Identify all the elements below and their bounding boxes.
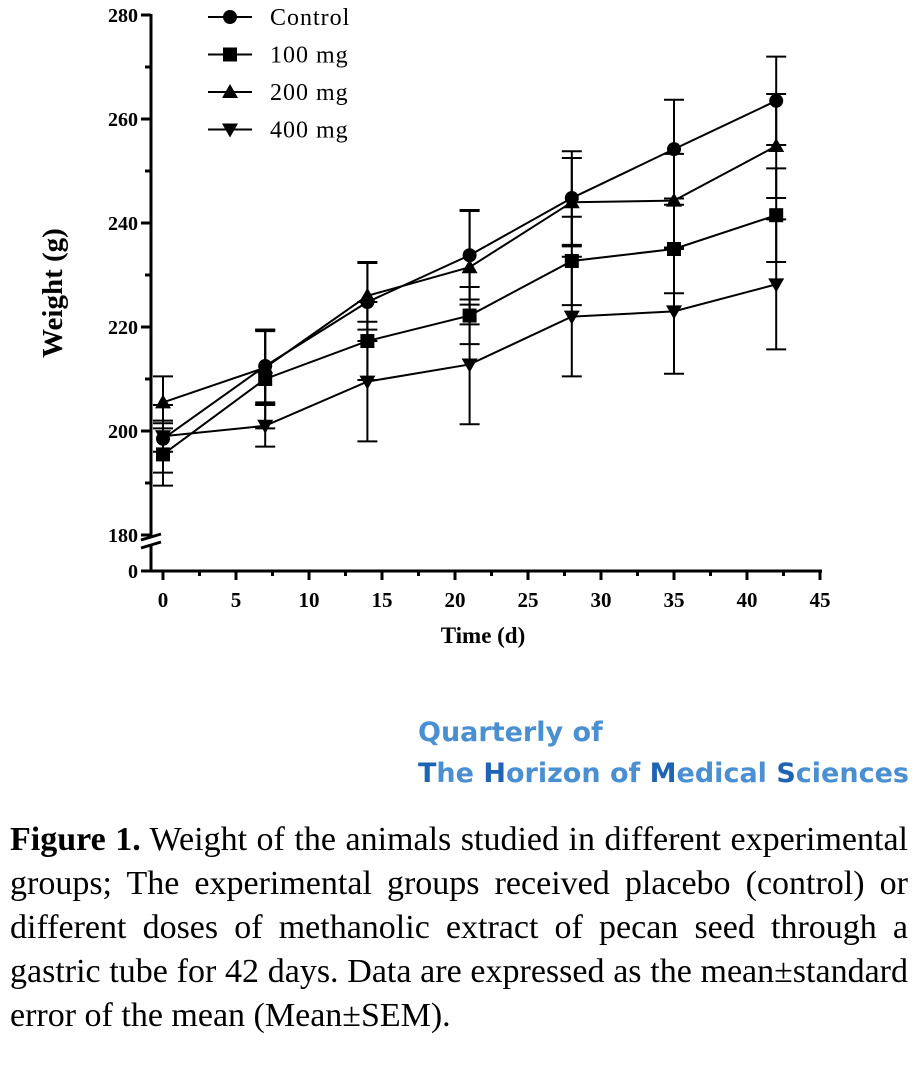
data-point — [667, 142, 681, 157]
y-axis-break-mark — [140, 532, 162, 542]
journal-word-part: S — [776, 758, 796, 789]
data-point — [257, 419, 274, 434]
journal-word-part: H — [483, 758, 506, 789]
legend-entry: 400 mg — [208, 118, 349, 144]
axes: 0 180 200 220 240 260 280 0 5 10 15 20 25 30 35 40 45 — [108, 5, 831, 612]
series-400-mg — [153, 218, 787, 453]
y-tick-label: 220 — [108, 317, 138, 339]
journal-word-part: M — [649, 758, 677, 789]
legend: Control 100 mg 200 mg 400 mg — [208, 5, 350, 144]
data-point — [155, 430, 171, 445]
y-tick-label: 260 — [108, 109, 138, 131]
data-point — [563, 310, 580, 325]
x-tick-label: 20 — [445, 588, 466, 612]
figure-label: Figure 1. — [10, 821, 141, 858]
y-tick-label: 200 — [108, 421, 138, 443]
legend-label: 400 mg — [270, 118, 349, 144]
legend-entry: 100 mg — [208, 43, 349, 69]
x-tick-label: 30 — [591, 588, 612, 612]
data-point — [461, 259, 478, 274]
y-tick-label: 280 — [108, 5, 138, 27]
y-tick-label: 0 — [128, 561, 138, 583]
data-point — [359, 287, 376, 302]
journal-logo-text: Quarterly of The Horizon of Medical Scie… — [418, 712, 909, 794]
y-tick-label: 180 — [108, 525, 138, 547]
legend-label: Control — [270, 5, 350, 31]
legend-label: 100 mg — [270, 43, 349, 69]
data-point — [155, 394, 171, 409]
journal-word-part: edical — [676, 758, 777, 789]
journal-line-1: Quarterly of — [418, 717, 603, 748]
series-200-mg — [153, 93, 787, 430]
caption-text: Weight of the animals studied in differe… — [10, 821, 908, 1034]
x-tick-label: 5 — [231, 588, 242, 612]
legend-entry: Control — [208, 5, 350, 31]
data-point — [257, 359, 274, 374]
data-point — [461, 358, 478, 373]
x-axis-label: Time (d) — [441, 623, 526, 648]
x-tick-label: 25 — [518, 588, 539, 612]
journal-word-part: ciences — [795, 758, 909, 789]
y-axis-label: Weight (g) — [37, 228, 69, 358]
weight-chart: 0 180 200 220 240 260 280 0 5 10 15 20 25 30 35 40 45 Co… — [37, 5, 831, 648]
data-point — [359, 375, 376, 390]
data-point — [666, 305, 682, 320]
legend-label: 200 mg — [270, 80, 349, 106]
data-point — [768, 278, 785, 293]
series-layer — [153, 55, 787, 487]
data-point — [563, 194, 580, 209]
x-tick-label: 40 — [737, 588, 758, 612]
data-point — [768, 138, 785, 153]
y-axis-break-mark — [140, 540, 162, 550]
y-tick-label: 240 — [108, 213, 138, 235]
x-tick-label: 45 — [810, 588, 831, 612]
journal-line-2: The Horizon of Medical Sciences — [418, 753, 909, 794]
journal-word-part: T — [418, 758, 437, 789]
legend-entry: 200 mg — [208, 80, 349, 106]
data-point — [666, 192, 682, 207]
journal-word-part: he — [436, 758, 484, 789]
journal-word-part: orizon of — [505, 758, 650, 789]
legend-marker — [223, 10, 237, 24]
x-tick-label: 35 — [664, 588, 685, 612]
legend-marker — [222, 123, 238, 138]
legend-marker — [223, 47, 237, 62]
figure-caption: Figure 1. Weight of the animals studied … — [10, 818, 908, 1038]
x-tick-label: 15 — [372, 588, 393, 612]
x-tick-label: 0 — [158, 588, 169, 612]
legend-marker — [222, 84, 238, 98]
x-tick-label: 10 — [299, 588, 320, 612]
